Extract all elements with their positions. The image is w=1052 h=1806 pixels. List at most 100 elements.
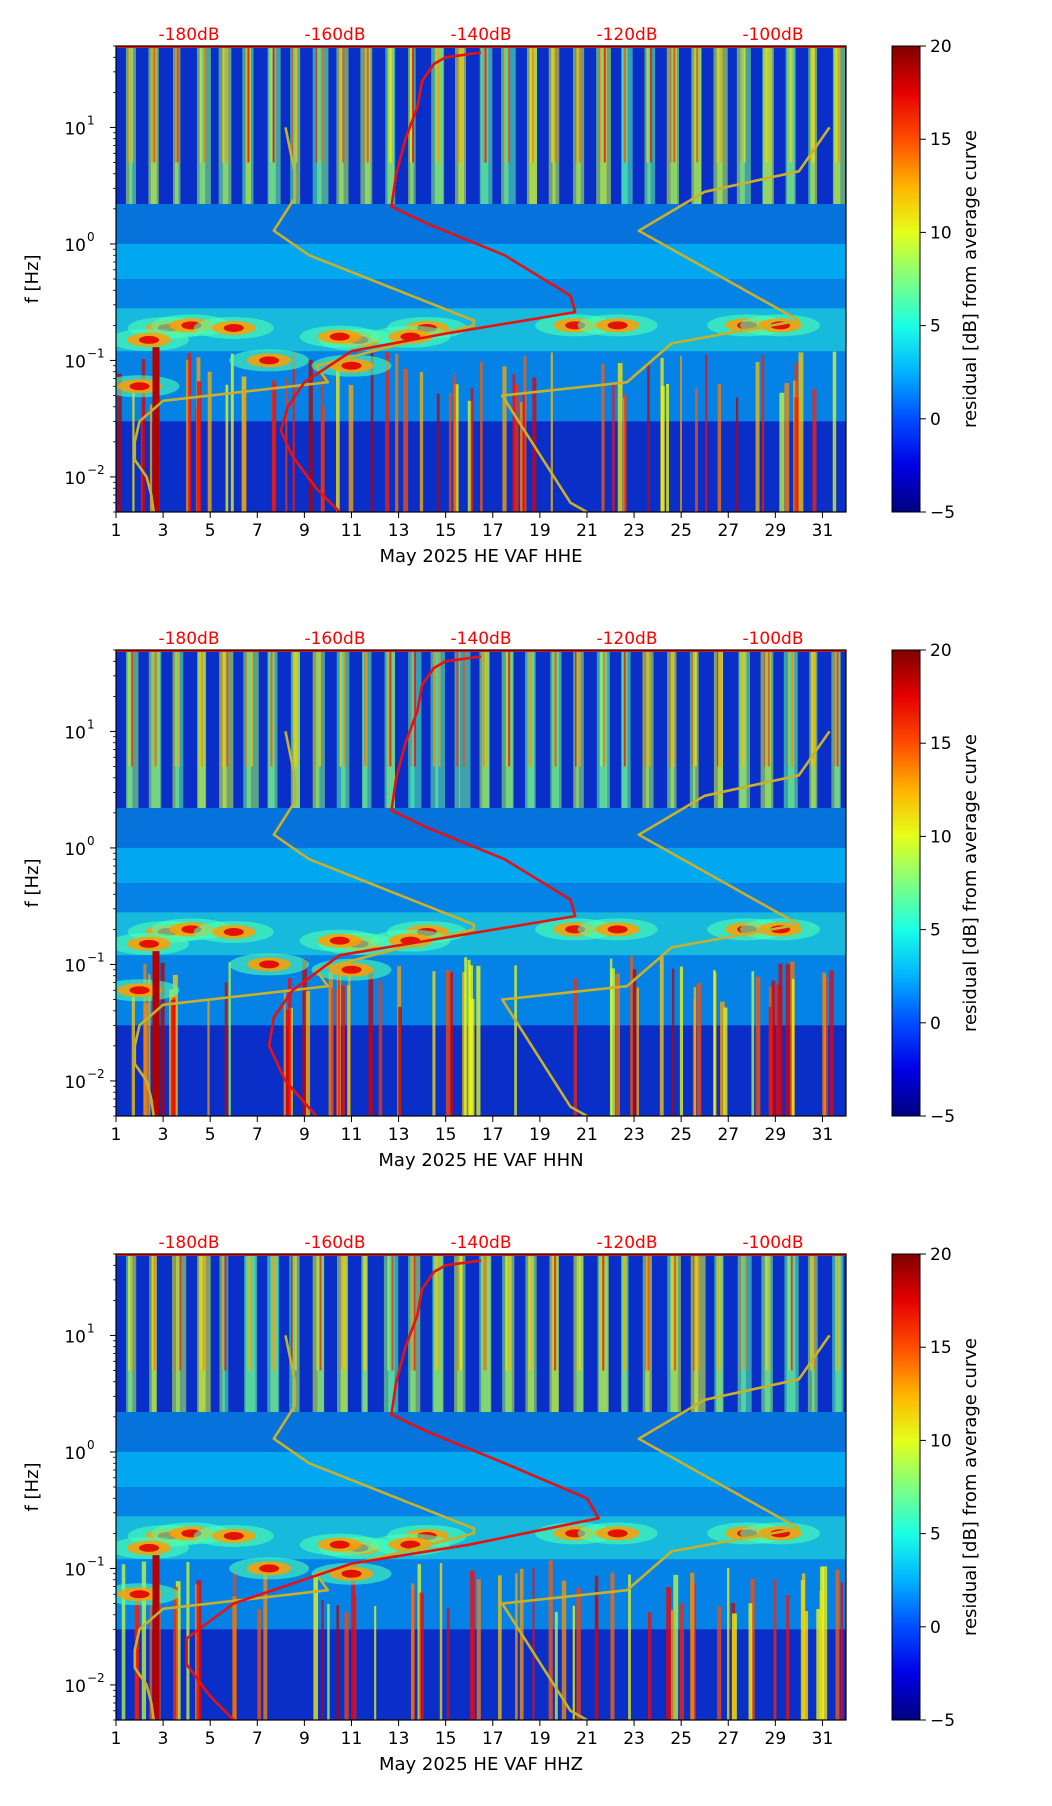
low-noise-model-line [133,127,476,512]
daily-noise-core [578,48,581,163]
daily-noise-core [554,48,557,163]
daily-noise-core [648,652,651,767]
transient-streak [173,1586,178,1720]
daily-noise-core [694,652,697,767]
transient-streak [476,1579,481,1720]
colorbar-tick-label: 10 [930,223,952,243]
x-tick-label: 5 [205,1125,216,1145]
transient-streak [121,1564,126,1720]
daily-noise-core [295,48,298,163]
transient-streak [117,373,122,512]
x-tick-label: 17 [482,1125,504,1145]
transient-streak [673,1574,679,1720]
transient-streak [186,1562,190,1720]
daily-noise-core [226,652,229,767]
x-tick-label: 3 [158,521,169,541]
daily-noise-core [791,652,794,767]
daily-noise-core [669,652,672,767]
transient-streak [341,985,346,1116]
daily-noise-core [389,652,392,767]
transient-streak [617,363,623,512]
daily-noise-core [529,652,532,767]
transient-streak [287,978,292,1116]
colorbar-tick-label: 10 [930,827,952,847]
transient-streak [370,351,374,512]
transient-streak [149,1603,153,1720]
colorbar-tick-label: 15 [930,130,952,150]
transient-streak [731,1613,737,1720]
daily-noise-core [433,652,436,767]
daily-noise-core [790,1256,793,1371]
x-tick-label: 27 [717,1729,739,1749]
microseism-core [259,1564,280,1573]
daily-noise-core [437,48,440,163]
x-tick-label: 3 [158,1729,169,1749]
transient-streak [419,372,424,512]
microseism-core [223,927,244,936]
x-tick-label: 21 [576,1125,598,1145]
transient-streak [257,1609,262,1720]
persistent-line [152,347,160,512]
colorbar-label: residual [dB] from average curve [960,1338,981,1636]
transient-streak [160,962,165,1116]
transient-streak [791,978,795,1116]
daily-noise-core [413,1256,416,1371]
daily-noise-core [179,1256,182,1371]
transient-streak [572,1605,575,1720]
daily-noise-core [767,652,770,767]
transient-streak [519,401,523,512]
daily-noise-core [789,48,792,163]
x-tick-label: 3 [158,1125,169,1145]
transient-streak [328,972,333,1116]
transient-streak [448,392,452,512]
transient-streak [659,956,664,1116]
y-tick-label: 10 [64,236,86,256]
y-tick-exponent: 0 [87,230,95,244]
daily-noise-core [719,652,722,767]
transient-streak [476,965,481,1116]
transient-streak [519,1568,524,1720]
colorbar-tick-label: −5 [930,1711,955,1731]
transient-streak [331,987,334,1116]
daily-noise-core [575,652,578,767]
microseism-core [329,1540,350,1549]
daily-noise-core [153,48,156,163]
daily-noise-core [413,652,416,767]
daily-noise-core [153,1256,156,1371]
daily-noise-core [270,652,273,767]
x-tick-label: 9 [299,521,310,541]
transient-streak [612,383,615,512]
transient-streak [679,1603,685,1720]
microseism-core [607,1529,628,1538]
daily-noise-core [673,48,676,163]
daily-noise-core [674,1256,677,1371]
x-tick-label: 29 [765,521,787,541]
y-tick-label: 10 [64,840,86,860]
microseism-core [341,1569,362,1578]
transient-streak [344,1612,349,1720]
daily-noise-core [339,652,342,767]
db-scale-label: -180dB [158,629,219,649]
x-tick-label: 17 [482,1729,504,1749]
transient-streak [354,1595,357,1720]
average-psd-curve [185,1259,601,1720]
db-scale-label: -120dB [596,25,657,45]
daily-noise-core [623,652,626,767]
transient-streak [197,381,202,512]
transient-streak [786,1595,790,1720]
daily-noise-core [365,652,368,767]
daily-noise-core [273,1256,276,1371]
daily-noise-core [174,1256,177,1371]
y-tick-label: 10 [64,723,86,743]
transient-streak [498,1575,502,1720]
transient-streak [321,1600,324,1720]
colorbar-tick-label: 15 [930,734,952,754]
x-axis-label: May 2025 HE VAF HHN [378,1150,583,1171]
colorbar-tick-label: 20 [930,1245,952,1265]
y-tick-exponent: −2 [87,1671,105,1685]
transient-streak [436,393,440,512]
average-psd-curve [279,51,577,512]
transient-streak [717,383,722,512]
transient-streak [776,984,781,1116]
